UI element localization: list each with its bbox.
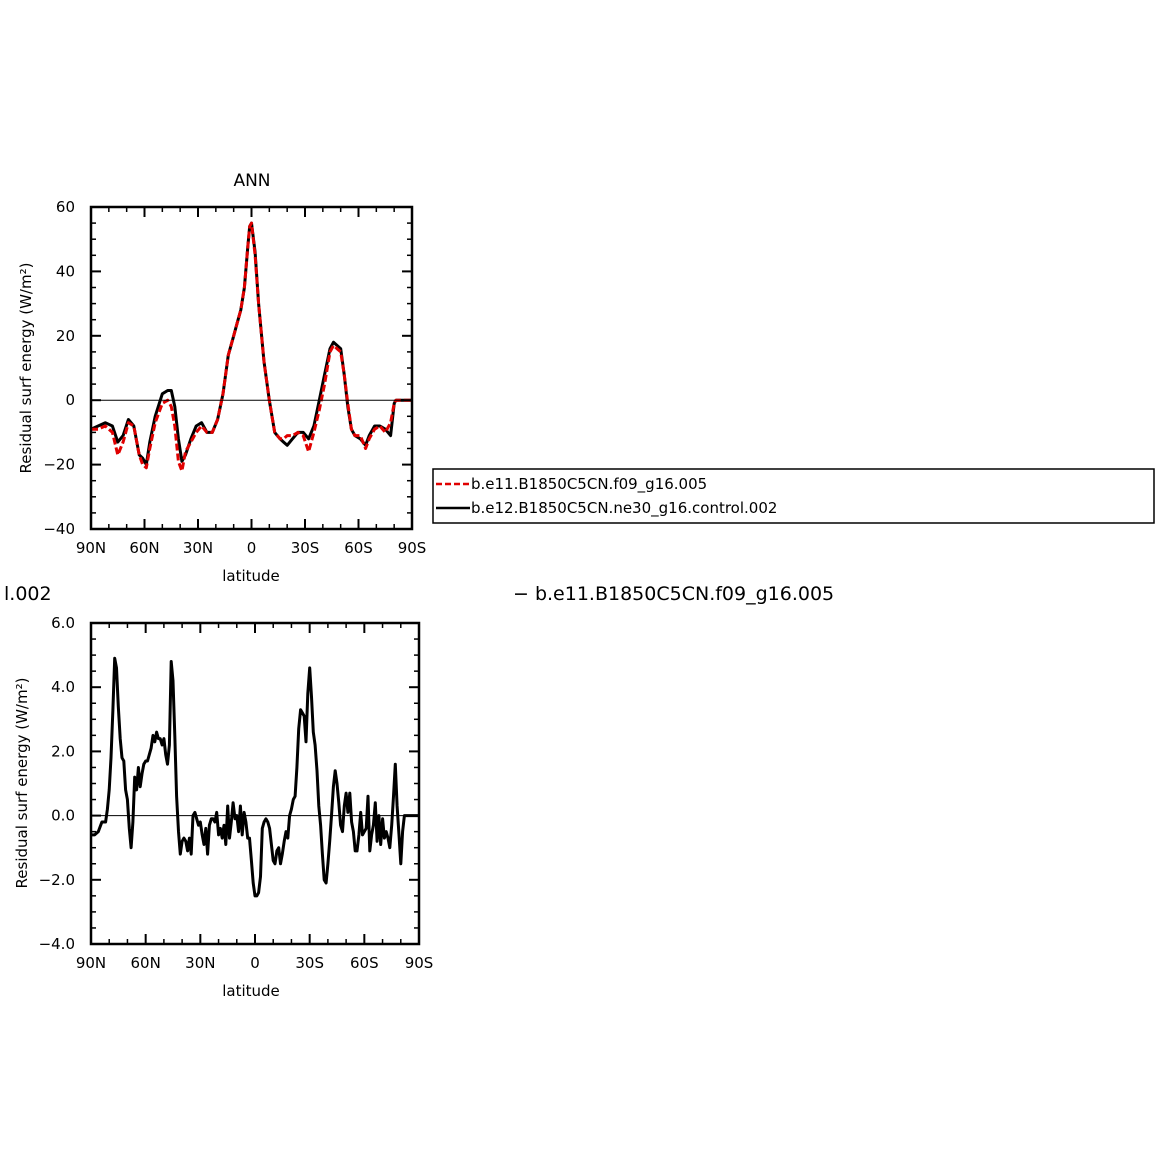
top-y-tick-label-2: 0 xyxy=(65,391,75,409)
legend-box xyxy=(432,468,1155,524)
top-series-line-1 xyxy=(90,221,412,467)
top-y-axis-title: Residual surf energy (W/m²) xyxy=(17,263,35,474)
bottom-panel: 90N 60N 30N 0 30S 60S 90S−4.0−2.00.02.04.06.0 … xyxy=(13,614,433,1000)
top-y-tick-label-4: 40 xyxy=(56,262,75,280)
bottom-series-line-0 xyxy=(91,656,419,898)
bottom-x-tick-label-2: 30N xyxy=(185,954,215,972)
top-series-group xyxy=(90,221,412,473)
top-axes-group: 90N 60N 30N 0 30S 60S 90S −40 −20 0 20 40 60 xyxy=(43,198,426,557)
bottom-y-tick-label-5: 6.0 xyxy=(51,614,75,632)
bottom-x-tick-label-1: 60N xyxy=(131,954,161,972)
bottom-y-tick-label-3: 2.0 xyxy=(51,742,75,760)
top-y-tick-label-1: −20 xyxy=(43,456,75,474)
legend-label-1: b.e11.B1850C5CN.f09_g16.005 xyxy=(471,475,707,494)
bottom-axes-group: 90N 60N 30N 0 30S 60S 90S −4.0 −2.0 0.0 2.0 4.0 6.0 xyxy=(39,614,434,972)
top-y-tick-label-3: 20 xyxy=(56,327,75,345)
top-x-axis-title: latitude xyxy=(222,567,280,585)
legend-label-2: b.e12.B1850C5CN.ne30_g16.control.002 xyxy=(471,499,777,518)
clipped-title-left: l.002 xyxy=(4,583,52,605)
bottom-y-tick-label-0: −4.0 xyxy=(39,935,75,953)
top-plot-frame xyxy=(89,205,414,531)
bottom-y-axis-title: Residual surf energy (W/m²) xyxy=(13,678,31,889)
bottom-x-tick-label-0: 90N xyxy=(76,954,106,972)
bottom-series-group xyxy=(91,656,419,898)
bottom-y-tick-label-4: 4.0 xyxy=(51,678,75,696)
top-x-tick-label-0: 90N xyxy=(76,539,106,557)
top-y-tick-label-0: −40 xyxy=(43,520,75,538)
top-x-tick-label-3: 0 xyxy=(247,539,257,557)
top-plot-title: ANN xyxy=(233,171,270,191)
bottom-y-tick-label-1: −2.0 xyxy=(39,871,75,889)
clipped-title-right: − b.e11.B1850C5CN.f09_g16.005 xyxy=(513,583,834,605)
top-x-tick-label-5: 60S xyxy=(344,539,373,557)
top-x-tick-label-4: 30S xyxy=(291,539,320,557)
top-x-tick-label-2: 30N xyxy=(183,539,213,557)
bottom-y-tick-label-2: 0.0 xyxy=(51,807,75,825)
bottom-x-tick-label-6: 90S xyxy=(405,954,434,972)
bottom-x-tick-label-5: 60S xyxy=(350,954,379,972)
bottom-x-tick-label-4: 30S xyxy=(295,954,324,972)
legend: b.e11.B1850C5CN.f09_g16.005 b.e12.B1850C… xyxy=(432,468,1155,524)
top-x-tick-label-1: 60N xyxy=(129,539,159,557)
top-x-tick-label-6: 90S xyxy=(398,539,427,557)
top-series-line-0 xyxy=(91,221,412,473)
top-panel: ANN 90N 60N 30N 0 30S 60S 90S −40 −20 0 20 40 60 lat… xyxy=(17,171,426,585)
bottom-x-axis-title: latitude xyxy=(222,982,280,1000)
top-y-tick-label-5: 60 xyxy=(56,198,75,216)
bottom-x-tick-label-3: 0 xyxy=(250,954,260,972)
